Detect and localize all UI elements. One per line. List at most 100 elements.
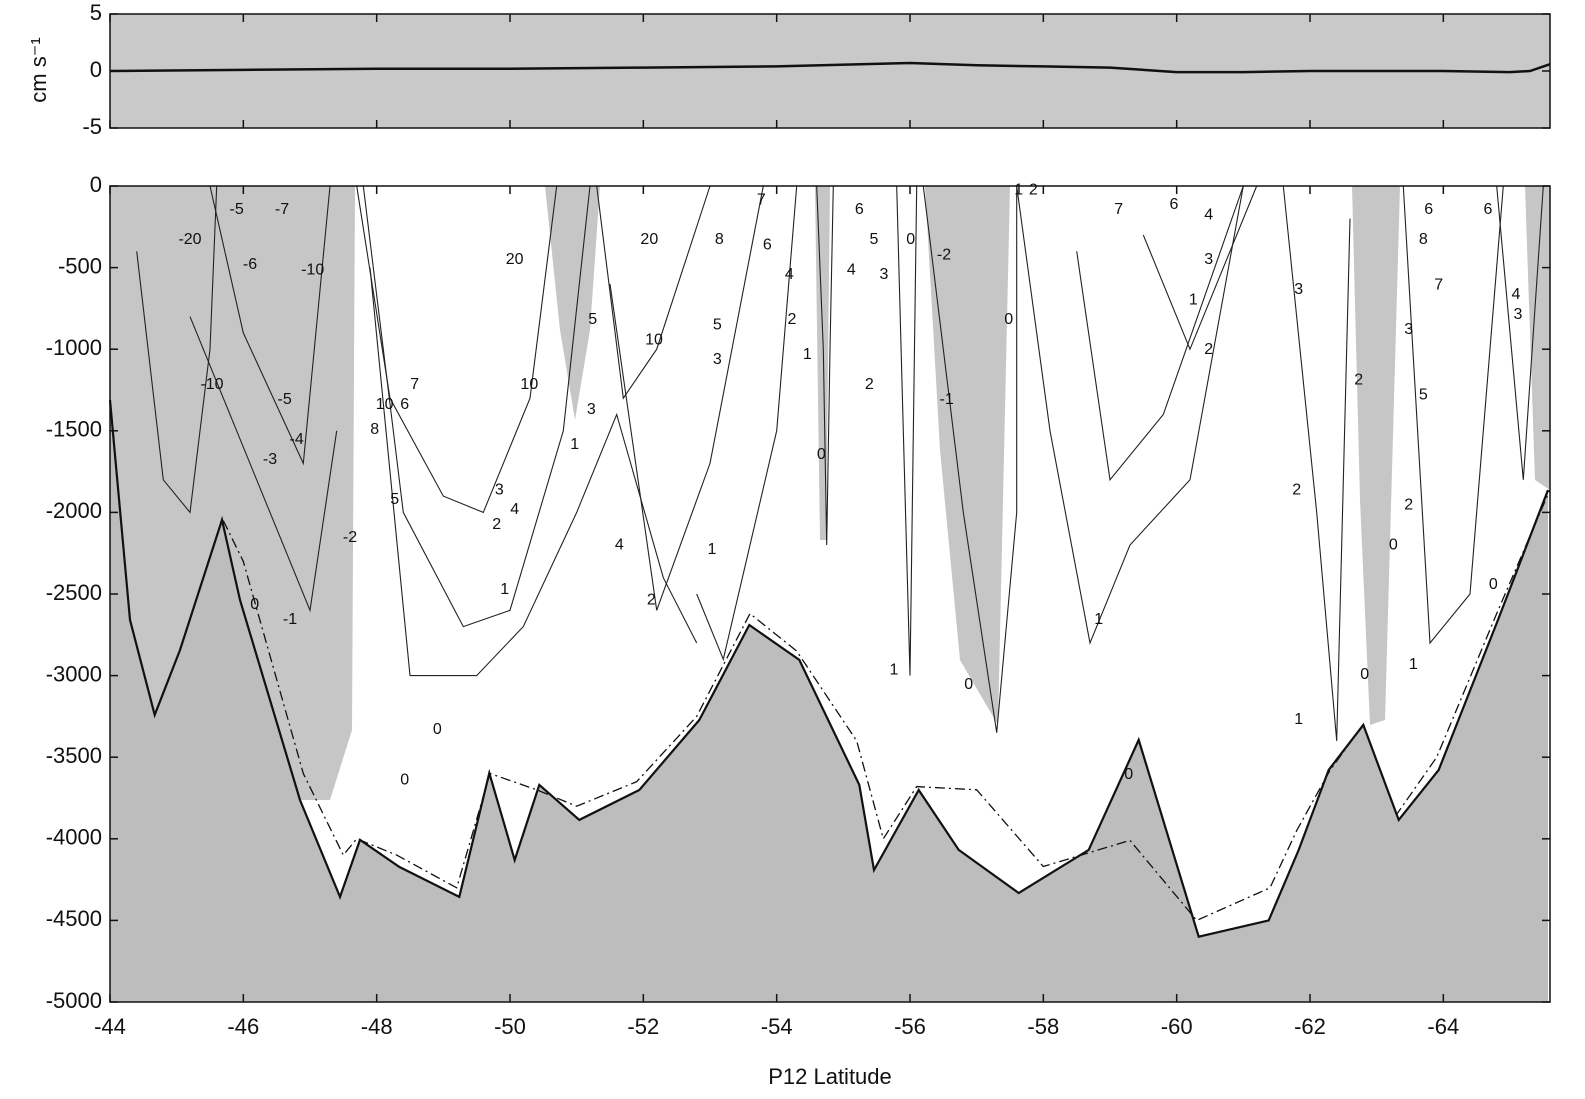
x-tick-label: -60 — [1161, 1014, 1193, 1039]
contour-label: 1 — [1189, 291, 1198, 308]
y-tick-label: -2500 — [46, 580, 102, 605]
contour-line — [209, 185, 331, 466]
y-tick-label: -3500 — [46, 743, 102, 768]
seafloor-fill — [110, 400, 1548, 1002]
contour-label: 1 — [500, 581, 509, 598]
contour-label: -5 — [278, 391, 292, 408]
contour-line — [922, 185, 1018, 733]
contour-label: 6 — [763, 236, 772, 253]
contour-label: -1 — [283, 611, 297, 628]
contour-label: -3 — [263, 451, 277, 468]
y-tick-label: -1500 — [46, 417, 102, 442]
bottom-line — [108, 399, 1550, 939]
contour-label: -10 — [301, 261, 324, 278]
contour-line — [609, 185, 764, 611]
contour-label: 1 — [1294, 711, 1303, 728]
contour-label: 8 — [1419, 231, 1428, 248]
x-tick-label: -48 — [361, 1014, 393, 1039]
plot-layer: 50-5-20-6-5 -7-10-10-5-4-3-20-11085763241… — [46, 0, 1551, 1039]
contour-label: 7 — [1114, 201, 1123, 218]
contour-label: 6 — [1170, 196, 1179, 213]
shade-region — [110, 186, 355, 800]
contour-label: 20 — [506, 251, 524, 268]
contour-label: 0 — [1489, 576, 1498, 593]
y-tick-label: -5 — [82, 114, 102, 139]
contour-line — [1282, 185, 1351, 741]
x-tick-label: -52 — [627, 1014, 659, 1039]
contour-label: 4 — [847, 261, 856, 278]
contour-label: 0 — [1004, 311, 1013, 328]
contour-label: -5 — [230, 201, 244, 218]
contour-label: 2 — [1204, 341, 1213, 358]
contour-label: -10 — [200, 376, 223, 393]
contour-label: 10 — [520, 376, 538, 393]
x-axis-label: P12 Latitude — [768, 1064, 892, 1089]
contour-label: 8 — [715, 231, 724, 248]
y-tick-label: 0 — [90, 57, 102, 82]
shade-region — [1525, 186, 1550, 490]
contour-label: 4 — [1204, 206, 1213, 223]
contour-label: 6 — [1484, 201, 1493, 218]
shade-region — [925, 186, 1010, 725]
contour-label: 1 — [1094, 611, 1103, 628]
contour-label: 7 — [757, 191, 766, 208]
contour-line — [596, 185, 711, 400]
shade-region — [815, 186, 830, 540]
contour-label: 5 — [713, 316, 722, 333]
contour-label: 0 — [817, 446, 826, 463]
contour-line — [1142, 185, 1258, 351]
contour-label: 10 — [645, 331, 663, 348]
contour-label: 3 — [880, 266, 889, 283]
contour-label: 0 — [964, 676, 973, 693]
contour-label: 1 — [1409, 656, 1418, 673]
contour-label: 6 — [400, 396, 409, 413]
x-tick-label: -64 — [1427, 1014, 1459, 1039]
contour-line — [189, 316, 338, 613]
contour-label: -20 — [178, 231, 201, 248]
contour-label: 20 — [640, 231, 658, 248]
contour-label: 3 — [1404, 321, 1413, 338]
contour-label: 3 — [1204, 251, 1213, 268]
contour-label: 7 — [410, 376, 419, 393]
contour-label: 1 — [1014, 181, 1023, 198]
contour-line — [1076, 185, 1244, 482]
y-axis-label: cm s⁻¹ — [26, 37, 51, 102]
contour-label: 3 — [1514, 306, 1523, 323]
contour-line — [896, 185, 918, 676]
contour-label: 0 — [906, 231, 915, 248]
contour-label: 0 — [400, 771, 409, 788]
contour-label: 3 — [495, 481, 504, 498]
y-tick-label: -3000 — [46, 661, 102, 686]
contour-label: 2 — [1354, 371, 1363, 388]
contour-label: 4 — [785, 266, 794, 283]
x-tick-label: -46 — [227, 1014, 259, 1039]
contour-label: 6 — [855, 201, 864, 218]
contour-label: 0 — [433, 721, 442, 738]
y-tick-label: -500 — [58, 253, 102, 278]
contour-line — [369, 267, 698, 677]
x-tick-label: -56 — [894, 1014, 926, 1039]
x-tick-label: -44 — [94, 1014, 126, 1039]
contour-label: 0 — [250, 596, 259, 613]
contour-label: -2 — [937, 246, 951, 263]
x-tick-label: -62 — [1294, 1014, 1326, 1039]
y-tick-label: -4000 — [46, 825, 102, 850]
contour-label: 4 — [510, 501, 519, 518]
contour-label: 1 — [803, 346, 812, 363]
y-tick-label: -1000 — [46, 335, 102, 360]
y-tick-label: 0 — [90, 172, 102, 197]
contour-label: 2 — [1029, 181, 1038, 198]
velocity-line — [109, 61, 1551, 74]
contour-label: 2 — [1404, 496, 1413, 513]
contour-line — [136, 185, 218, 514]
contour-line — [1402, 185, 1504, 645]
contour-label: 2 — [492, 516, 501, 533]
x-tick-label: -54 — [761, 1014, 793, 1039]
contour-label: 6 — [1424, 201, 1433, 218]
contour-label: 5 — [1419, 386, 1428, 403]
contour-label: 0 — [1124, 766, 1133, 783]
y-tick-label: 5 — [90, 0, 102, 25]
contour-label: 2 — [647, 591, 656, 608]
contour-label: 3 — [587, 401, 596, 418]
